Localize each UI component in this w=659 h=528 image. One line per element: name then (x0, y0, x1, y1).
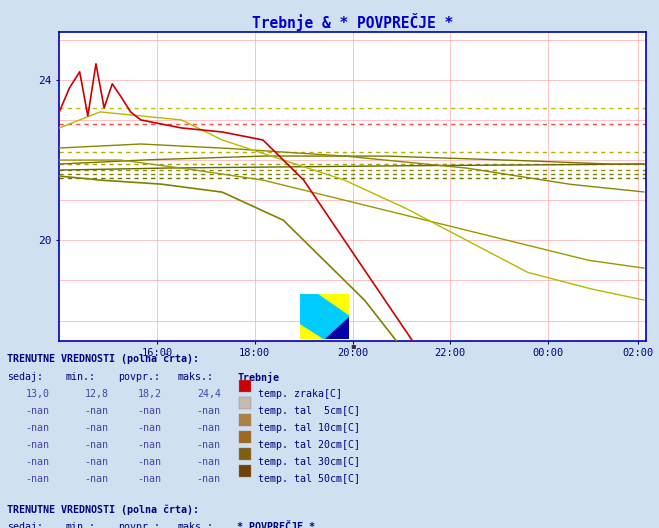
Text: povpr.:: povpr.: (119, 372, 161, 382)
Text: -nan: -nan (197, 457, 221, 467)
Text: -nan: -nan (26, 406, 49, 416)
Polygon shape (325, 316, 349, 339)
Text: min.:: min.: (66, 372, 96, 382)
Text: 18,2: 18,2 (138, 389, 161, 399)
Text: min.:: min.: (66, 522, 96, 528)
Text: sedaj:: sedaj: (7, 372, 43, 382)
Text: 13,0: 13,0 (26, 389, 49, 399)
Text: ▪: ▪ (350, 341, 355, 350)
Text: -nan: -nan (197, 406, 221, 416)
Text: -nan: -nan (85, 406, 109, 416)
Title: Trebnje & * POVPREČJE *: Trebnje & * POVPREČJE * (252, 13, 453, 31)
Text: -nan: -nan (85, 423, 109, 433)
Text: -nan: -nan (85, 474, 109, 484)
Text: Trebnje: Trebnje (237, 372, 279, 383)
Text: -nan: -nan (197, 474, 221, 484)
Polygon shape (300, 294, 349, 339)
Text: -nan: -nan (197, 423, 221, 433)
Text: 12,8: 12,8 (85, 389, 109, 399)
Polygon shape (325, 316, 349, 339)
Text: povpr.:: povpr.: (119, 522, 161, 528)
Text: -nan: -nan (85, 440, 109, 450)
Text: temp. tal 10cm[C]: temp. tal 10cm[C] (258, 423, 360, 433)
Text: -nan: -nan (138, 474, 161, 484)
Text: -nan: -nan (26, 440, 49, 450)
Text: TRENUTNE VREDNOSTI (polna črta):: TRENUTNE VREDNOSTI (polna črta): (7, 354, 198, 364)
Text: -nan: -nan (197, 440, 221, 450)
Text: -nan: -nan (26, 457, 49, 467)
Text: -nan: -nan (138, 406, 161, 416)
Text: -nan: -nan (26, 474, 49, 484)
Text: -nan: -nan (138, 457, 161, 467)
Text: -nan: -nan (26, 423, 49, 433)
Text: sedaj:: sedaj: (7, 522, 43, 528)
Text: temp. tal 30cm[C]: temp. tal 30cm[C] (258, 457, 360, 467)
Text: temp. tal 20cm[C]: temp. tal 20cm[C] (258, 440, 360, 450)
Text: maks.:: maks.: (178, 522, 214, 528)
Text: maks.:: maks.: (178, 372, 214, 382)
Text: -nan: -nan (85, 457, 109, 467)
Text: -nan: -nan (138, 423, 161, 433)
Text: temp. tal 50cm[C]: temp. tal 50cm[C] (258, 474, 360, 484)
Text: temp. tal  5cm[C]: temp. tal 5cm[C] (258, 406, 360, 416)
Text: -nan: -nan (138, 440, 161, 450)
Polygon shape (300, 294, 317, 323)
Text: 24,4: 24,4 (197, 389, 221, 399)
Text: temp. zraka[C]: temp. zraka[C] (258, 389, 341, 399)
Text: TRENUTNE VREDNOSTI (polna črta):: TRENUTNE VREDNOSTI (polna črta): (7, 504, 198, 515)
Text: * POVPREČJE *: * POVPREČJE * (237, 522, 315, 528)
